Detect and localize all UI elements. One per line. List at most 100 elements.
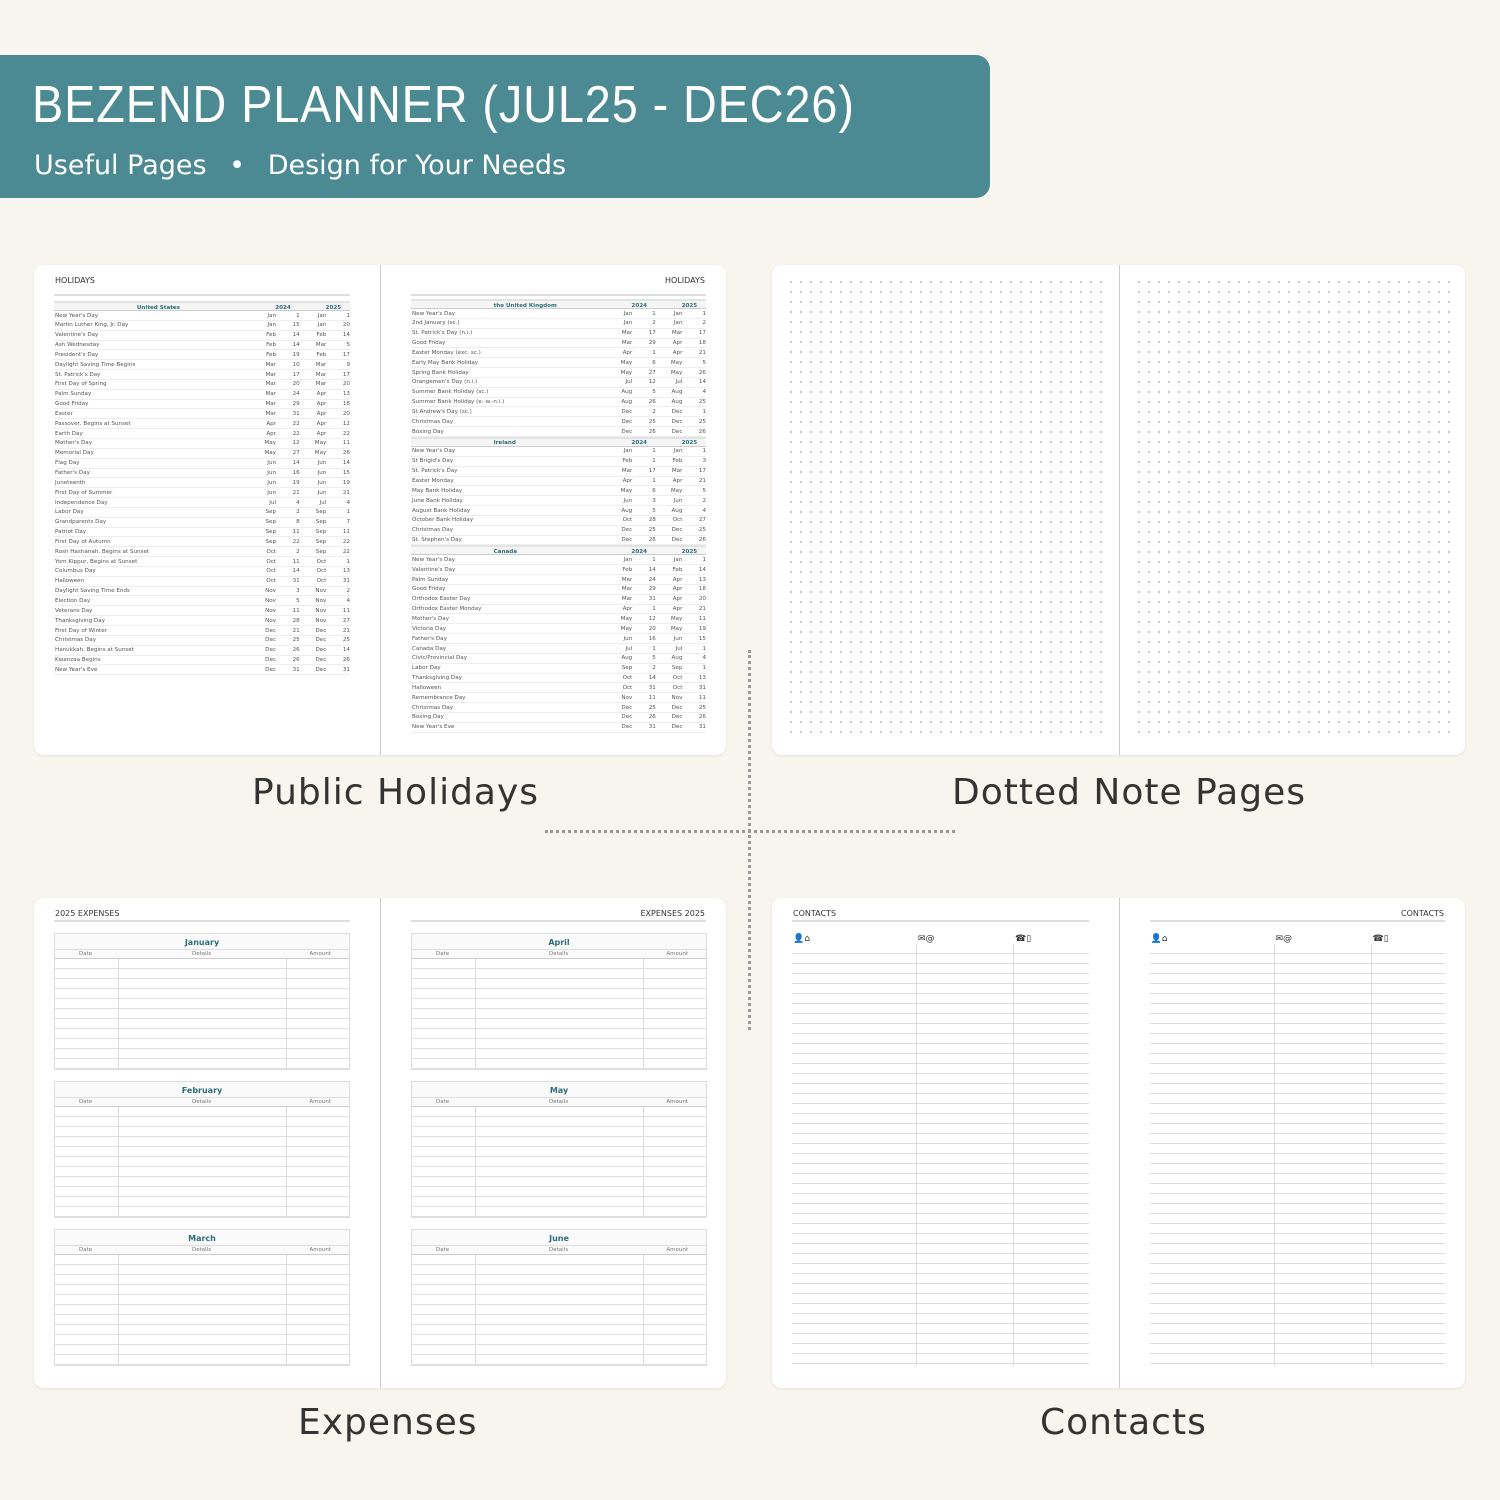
column-amount: Amount: [666, 1247, 688, 1253]
day-2024: 31: [648, 684, 656, 691]
month-2025: Dec: [671, 724, 683, 731]
day-2024: 2: [652, 408, 656, 415]
country-header: the United Kingdom 2024 2025: [411, 299, 706, 309]
day-2025: 25: [698, 527, 706, 534]
column-headers: Date Details Amount: [412, 950, 706, 959]
divider: [1149, 920, 1445, 922]
caption-expenses: Expenses: [298, 1402, 478, 1443]
day-2025: 20: [342, 381, 350, 388]
day-2025: 26: [698, 714, 706, 721]
day-2025: 27: [698, 517, 706, 524]
holiday-row: Halloween Oct 31 Oct 31: [411, 683, 706, 694]
holiday-name: Hanukkah, Begins at Sunset: [55, 647, 134, 654]
day-2025: 21: [342, 489, 350, 496]
day-2025: 1: [702, 448, 706, 455]
month-2025: Dec: [315, 647, 327, 654]
column-divider: [118, 1107, 119, 1217]
holiday-name: Early May Bank Holiday: [412, 359, 479, 366]
holiday-row: First Day of Spring Mar 20 Mar 20: [54, 380, 350, 390]
month-2024: Oct: [622, 675, 633, 682]
month-2025: Dec: [671, 418, 683, 425]
month-2024: Dec: [265, 627, 276, 634]
holiday-name: Father's Day: [55, 470, 90, 476]
day-2024: 24: [292, 391, 300, 398]
day-2025: 19: [342, 479, 350, 486]
month-2025: Jun: [317, 489, 327, 496]
day-2025: 25: [342, 637, 350, 644]
day-2024: 22: [292, 420, 300, 427]
day-2025: 14: [698, 379, 706, 386]
month-2024: Mar: [621, 586, 633, 593]
holiday-name: Grandparents Day: [55, 519, 107, 526]
column-divider: [475, 1255, 476, 1365]
holiday-name: Valentine's Day: [412, 566, 456, 573]
caption-dotted: Dotted Note Pages: [952, 772, 1306, 813]
mail-at-icon: ✉@: [1275, 934, 1293, 944]
month-2025: Apr: [316, 420, 327, 427]
day-2024: 19: [292, 479, 300, 486]
day-2024: 26: [648, 428, 656, 435]
day-2024: 15: [292, 322, 300, 329]
column-headers: Date Details Amount: [412, 1098, 706, 1107]
column-amount: Amount: [309, 1247, 331, 1253]
month-2025: May: [670, 625, 683, 632]
day-2025: 14: [342, 460, 350, 467]
month-2024: Sep: [621, 665, 633, 672]
day-2024: 14: [648, 675, 656, 682]
page-title: EXPENSES 2025: [640, 909, 705, 918]
day-2025: 31: [698, 724, 706, 731]
holiday-row: Juneteenth Jun 19 Jun 19: [54, 478, 350, 489]
holiday-name: Orthodox Easter Monday: [412, 606, 482, 613]
day-2024: 2: [296, 548, 300, 555]
month-2025: Apr: [672, 606, 683, 613]
holiday-row: Spring Bank Holiday May 27 May 26: [411, 368, 706, 378]
month-2024: Mar: [621, 468, 633, 475]
month-2024: Mar: [265, 391, 276, 398]
month-2025: Apr: [672, 596, 683, 603]
holiday-row: Canada Day Jul 1 Jul 1: [411, 644, 706, 654]
holiday-name: New Year's Day: [412, 556, 456, 563]
column-details: Details: [192, 1247, 212, 1253]
day-2025: 11: [698, 615, 706, 622]
month-2024: Feb: [266, 332, 276, 339]
holiday-name: Memorial Day: [55, 450, 94, 457]
month-2024: Jun: [623, 497, 633, 504]
column-divider: [916, 944, 917, 1366]
month-2024: May: [264, 440, 276, 447]
day-2024: 27: [648, 369, 656, 376]
day-2025: 2: [702, 497, 706, 504]
holiday-name: Juneteenth: [55, 479, 86, 486]
holiday-row: Valentine's Day Feb 14 Feb 14: [411, 565, 706, 576]
month-2025: Apr: [316, 410, 327, 417]
month-2024: Oct: [622, 517, 633, 524]
month-2024: Oct: [622, 684, 633, 691]
month-2024: Jun: [623, 635, 633, 642]
holiday-row: Ash Wednesday Feb 14 Mar 5: [54, 341, 350, 351]
month-2024: Jan: [267, 322, 276, 329]
holiday-row: Columbus Day Oct 14 Oct 13: [54, 567, 350, 577]
holiday-name: June Bank Holiday: [412, 497, 463, 504]
month-2025: Mar: [671, 468, 683, 475]
holiday-row: New Year's Day Jan 1 Jan 1: [411, 555, 706, 566]
month-2024: Jan: [623, 448, 633, 455]
day-2024: 1: [652, 606, 656, 613]
holiday-row: June Bank Holiday Jun 3 Jun 2: [411, 496, 706, 507]
column-amount: Amount: [666, 1099, 688, 1105]
day-2024: 31: [292, 578, 300, 585]
holiday-name: New Year's Day: [412, 448, 456, 455]
expense-month-block: April Date Details Amount: [411, 933, 707, 1070]
month-2025: May: [670, 615, 683, 622]
column-divider: [643, 959, 644, 1069]
month-2024: Apr: [622, 349, 633, 356]
day-2024: 11: [648, 694, 656, 701]
day-2025: 15: [342, 470, 350, 476]
holiday-row: Summer Bank Holiday (sc.) Aug 5 Aug 4: [411, 388, 706, 398]
day-2024: 11: [292, 558, 300, 565]
column-details: Details: [549, 1247, 569, 1253]
month-2024: Dec: [621, 714, 633, 721]
day-2024: 17: [648, 330, 656, 337]
holiday-name: Boxing Day: [412, 714, 444, 721]
day-2025: 5: [702, 359, 706, 366]
holiday-name: First Day of Winter: [55, 627, 107, 634]
day-2025: 20: [698, 596, 706, 603]
